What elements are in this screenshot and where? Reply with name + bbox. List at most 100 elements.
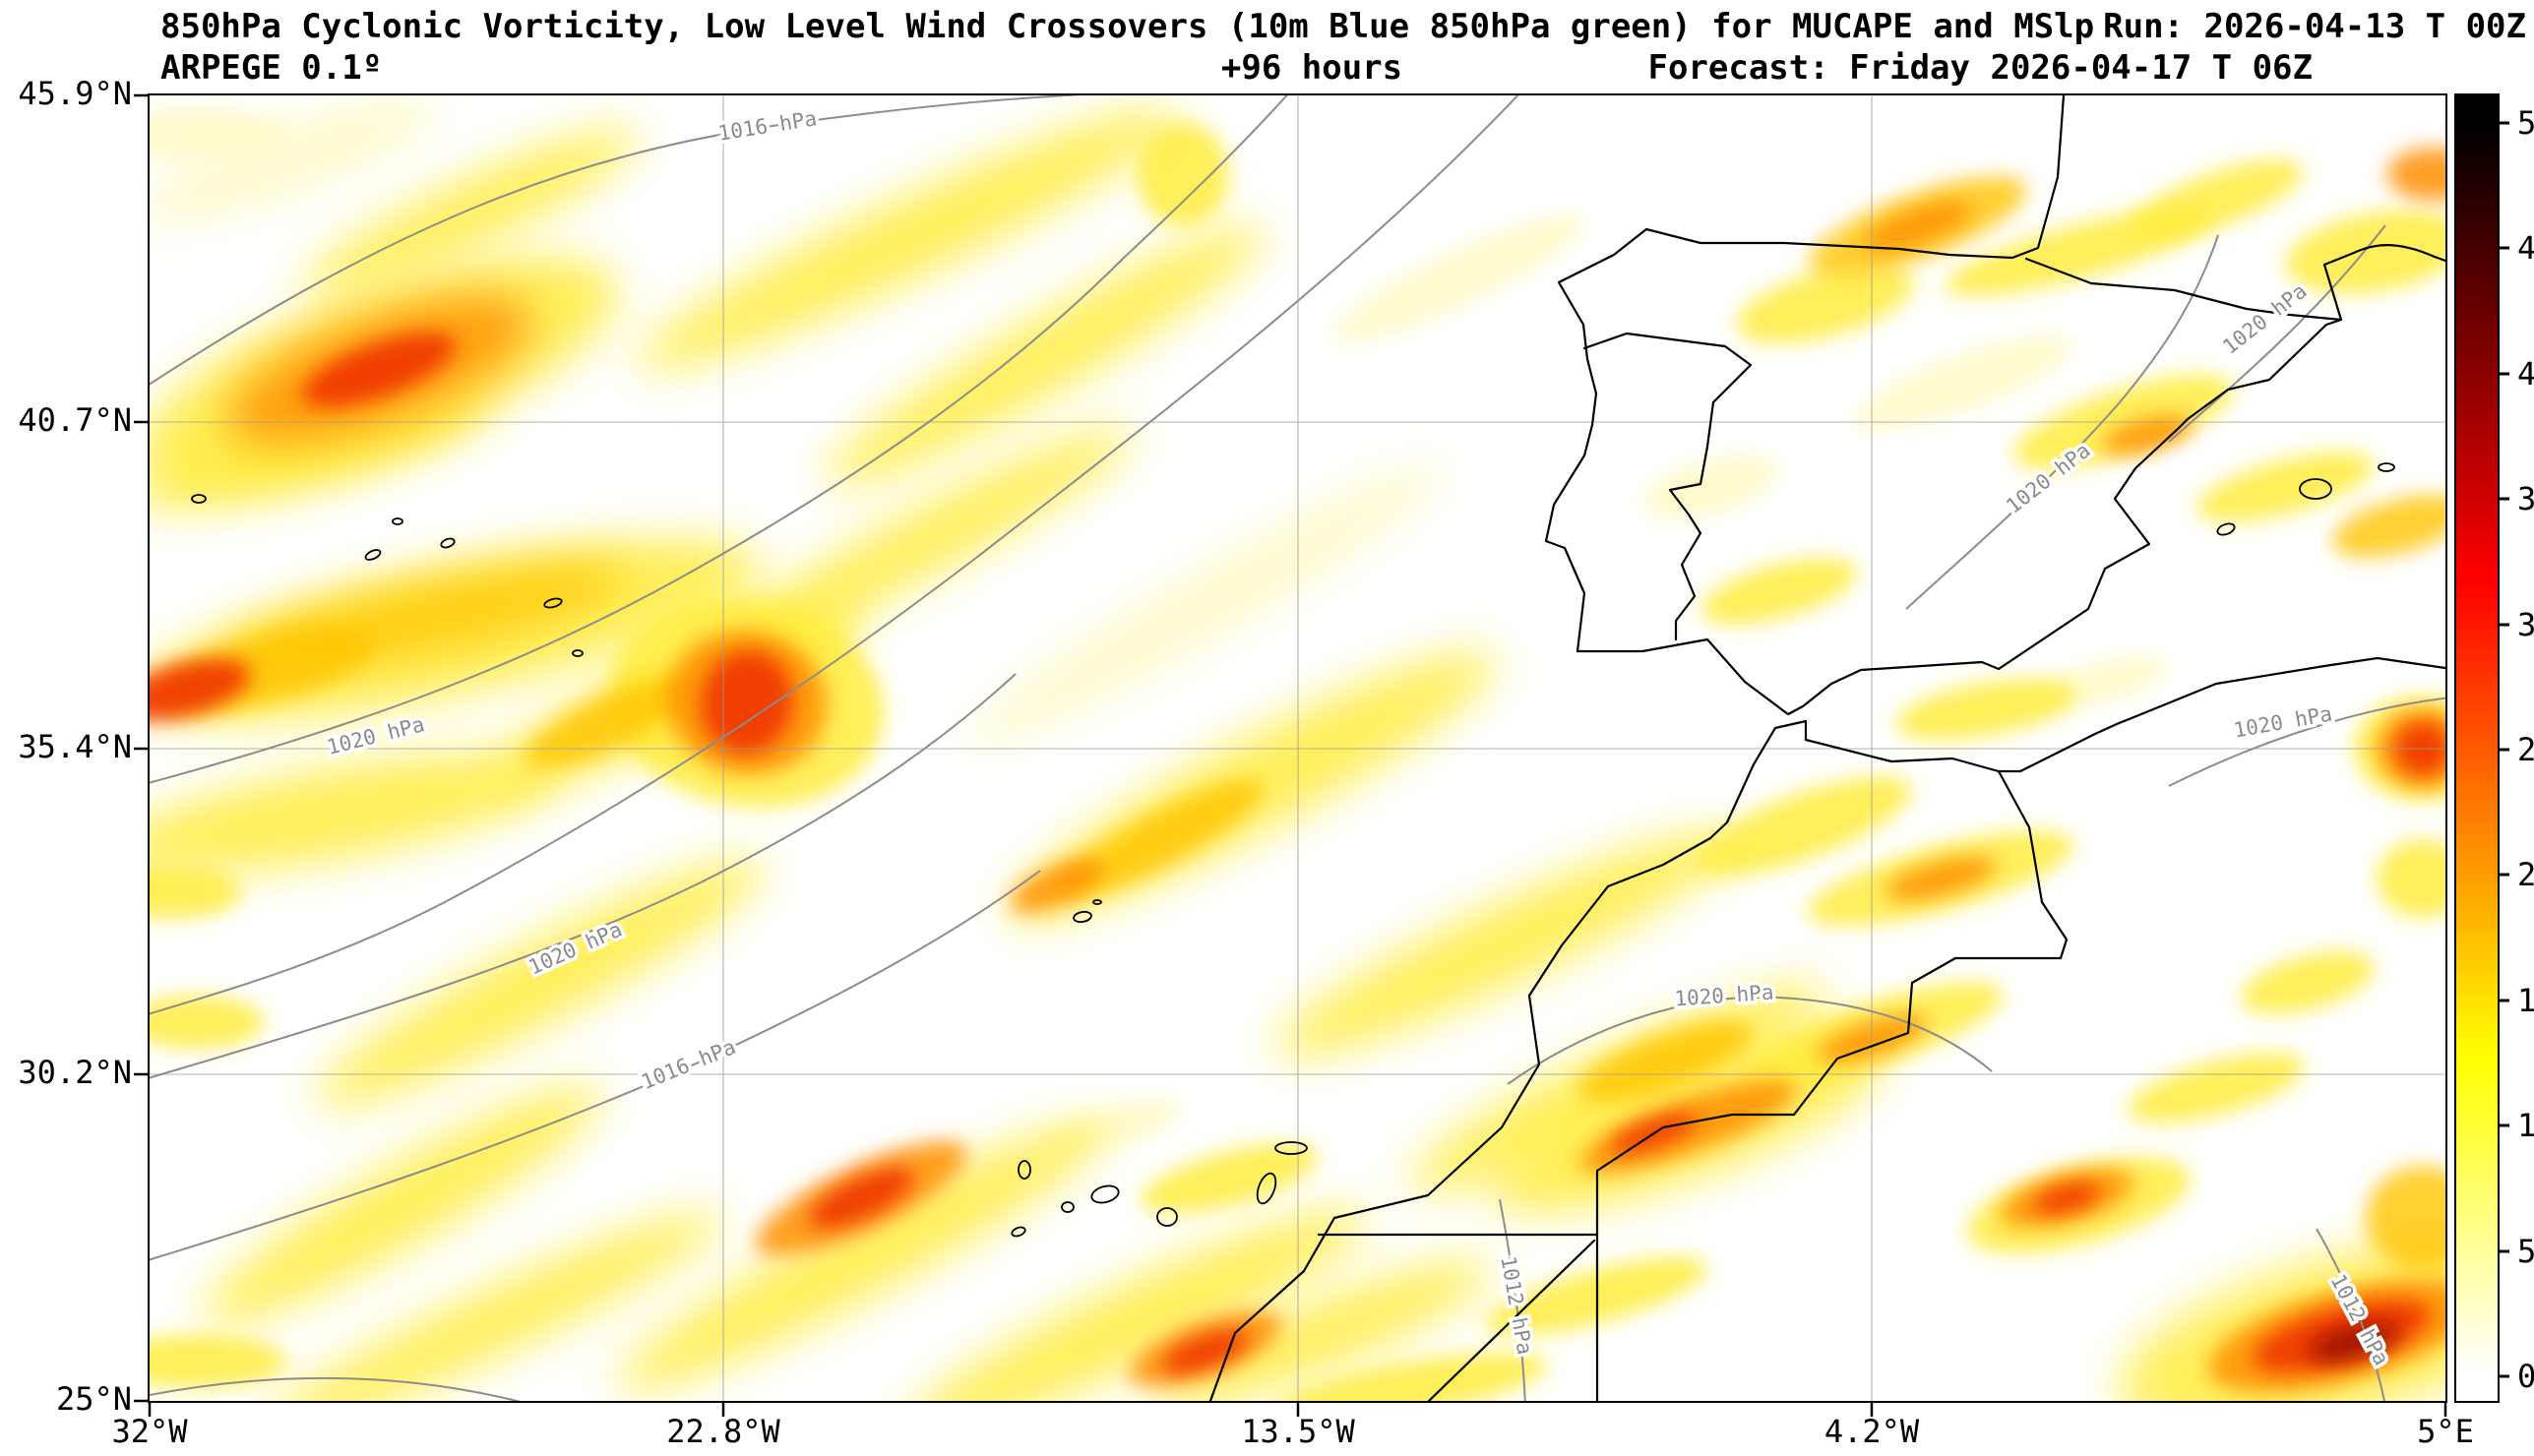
isobar-lines: [150, 95, 2445, 1401]
vorticity-blob: [2102, 415, 2193, 455]
vorticity-blob: [525, 676, 694, 768]
x-tick-label: 22.8°W: [666, 1413, 780, 1450]
vorticity-blob: [2387, 148, 2445, 201]
vorticity-blob: [1149, 1260, 1492, 1401]
border-western-sahara: [1317, 1233, 1599, 1401]
vorticity-blob: [203, 1085, 602, 1325]
lead-time-label: +96 hours: [1220, 48, 1403, 88]
x-tick-label: 32°W: [111, 1413, 188, 1450]
vorticity-blob: [808, 1168, 914, 1229]
island-balearic: [2216, 522, 2236, 536]
vorticity-blob: [1332, 214, 1584, 342]
islands: [191, 462, 2395, 1238]
y-tick-label: 30.2°N: [18, 1054, 132, 1091]
border-portugal-spain: [1582, 332, 1753, 641]
island-canary: [1256, 1172, 1277, 1205]
island-azores: [572, 649, 584, 657]
colorbar-tick-label: 50: [2517, 104, 2534, 143]
colorbar-tick-label: 25: [2517, 731, 2534, 768]
isobar-label: 1016 hPa: [638, 1035, 739, 1094]
island-canary: [1018, 1160, 1031, 1180]
vorticity-blob: [2377, 839, 2445, 918]
colorbar-tick: [2500, 1374, 2509, 1378]
colorbar-tick-label: 40: [2517, 354, 2534, 393]
vorticity-blob: [636, 107, 1179, 371]
axis-ticks: [134, 93, 2447, 1417]
vorticity-blob: [150, 658, 251, 721]
vorticity-blob: [2332, 495, 2445, 558]
island-balearic: [2299, 478, 2332, 500]
colorbar-tick-label: 30: [2517, 605, 2534, 643]
island-canary: [1011, 1226, 1026, 1238]
vorticity-blob: [2195, 452, 2375, 522]
vorticity-blob: [302, 333, 456, 407]
vorticity-blob: [150, 108, 287, 161]
vorticity-field-layer: [150, 97, 2445, 1401]
colorbar-tick: [2500, 1249, 2509, 1253]
vorticity-blob: [1736, 265, 1915, 343]
map-plot-area: 1016 hPa 1020 hPa 1020 hPa 1016 hPa 1020 hPa…: [134, 93, 2447, 1417]
vorticity-blob: [150, 1335, 287, 1388]
x-tick-label: 13.5°W: [1241, 1413, 1355, 1450]
vorticity-blob: [1578, 1021, 1752, 1102]
vorticity-blob: [1643, 455, 1777, 518]
coastline-north-africa: [1208, 656, 2445, 1401]
coastline-iberia-france: [1544, 95, 2445, 716]
y-tick-label: 25°N: [55, 1380, 132, 1418]
colorbar-tick-label: 20: [2517, 856, 2534, 894]
vorticity-blob: [264, 1211, 724, 1401]
colorbar-tick-label: 45: [2517, 229, 2534, 268]
y-tick-label: 45.9°N: [18, 75, 132, 112]
island-canary: [1061, 1201, 1075, 1213]
vorticity-blob: [2127, 1053, 2306, 1123]
run-label: Run: 2026-04-13 T 00Z: [2103, 7, 2526, 46]
vorticity-blob: [2309, 1322, 2399, 1362]
colorbar-tick: [2500, 497, 2509, 501]
vorticity-blob: [1140, 1143, 1319, 1214]
vorticity-blob: [906, 1209, 1367, 1401]
x-tick-label: 4.2°W: [1823, 1413, 1920, 1450]
vorticity-blob: [2130, 159, 2303, 240]
island-azores: [191, 494, 207, 504]
vorticity-blob: [1864, 201, 1972, 252]
vorticity-blob: [303, 129, 640, 296]
coastlines: [1208, 95, 2445, 1401]
colorbar-gradient: [2454, 93, 2500, 1403]
vorticity-blob: [1011, 858, 1103, 913]
island-madeira: [1073, 910, 1092, 924]
colorbar-tick: [2500, 873, 2509, 877]
vorticity-blob: [1694, 776, 1912, 877]
island-canary: [1090, 1184, 1120, 1204]
colorbar-tick-label: 5: [2517, 1232, 2534, 1270]
vorticity-blob: [1274, 831, 1735, 1058]
x-tick-label: 5°E: [2417, 1413, 2474, 1450]
island-azores: [440, 537, 456, 549]
chart-title: 850hPa Cyclonic Vorticity, Low Level Win…: [160, 7, 2095, 46]
vorticity-blob: [150, 97, 439, 223]
vorticity-blob: [316, 859, 765, 1107]
vorticity-blob: [150, 754, 560, 874]
colorbar-tick: [2500, 999, 2509, 1002]
colorbar-tick: [2500, 121, 2509, 125]
island-canary: [1156, 1207, 1178, 1227]
colorbar-tick: [2500, 246, 2509, 250]
island-canary: [1274, 1141, 1308, 1155]
isobar-label: 1020 hPa: [325, 712, 427, 759]
colorbar-tick-label: 15: [2517, 981, 2534, 1019]
vorticity-blob: [1137, 122, 1229, 226]
island-azores: [364, 549, 382, 561]
border-pyrenees: [2024, 257, 2343, 322]
colorbar-tick-label: 0: [2517, 1357, 2534, 1395]
island-azores: [543, 597, 563, 609]
model-label: ARPEGE 0.1º: [160, 48, 383, 88]
vorticity-blob: [1161, 1329, 1250, 1374]
isobar-label: 1020 hPa: [2232, 701, 2334, 742]
x-axis-labels: 32°W 22.8°W 13.5°W 4.2°W 5°E: [111, 1413, 2473, 1456]
vorticity-blob: [825, 225, 1266, 487]
vorticity-blob: [1895, 678, 2076, 741]
island-balearic: [2378, 462, 2395, 472]
colorbar-tick-label: 10: [2517, 1107, 2534, 1145]
vorticity-blob: [617, 1122, 1105, 1392]
isobar-label: 1016 hPa: [716, 106, 819, 146]
